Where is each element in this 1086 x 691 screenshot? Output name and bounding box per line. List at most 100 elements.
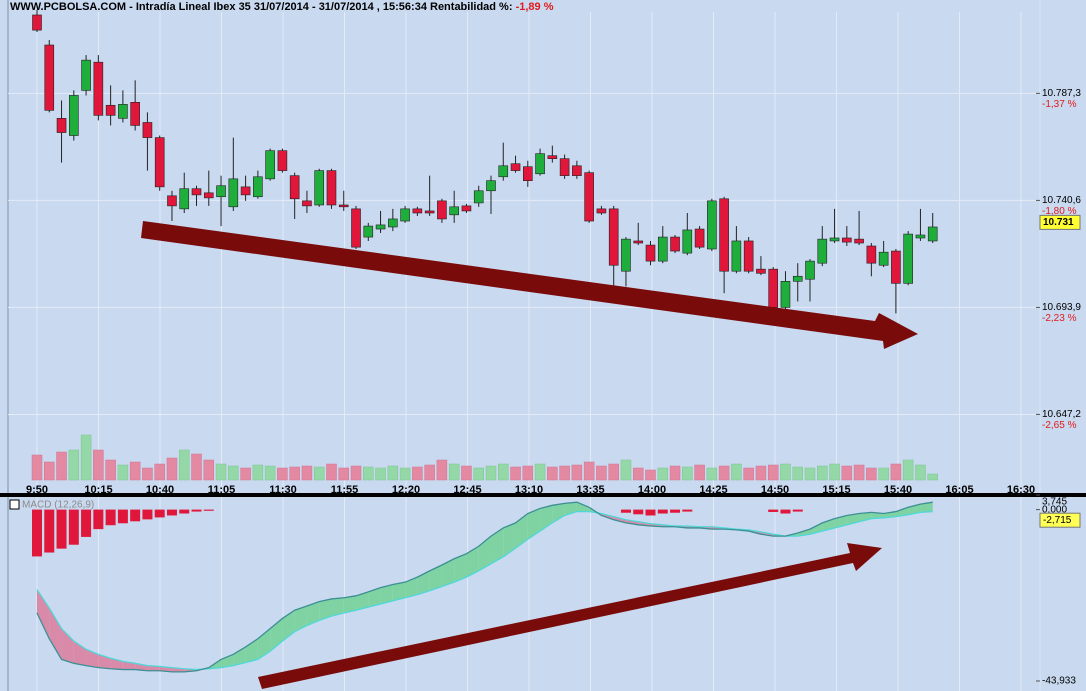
x-tick-label: 14:50	[761, 484, 789, 496]
volume-bar	[191, 453, 202, 481]
volume-bar	[461, 465, 472, 481]
macd-histogram-bar	[179, 509, 190, 514]
candle-body	[486, 180, 496, 192]
x-tick-label: 14:00	[638, 484, 666, 496]
header-title: WWW.PCBOLSA.COM - Intradía Lineal Ibex 3…	[10, 1, 513, 13]
candle-body	[522, 166, 533, 181]
candle-body	[891, 250, 901, 284]
volume-bar	[817, 465, 828, 481]
candle-body	[829, 237, 840, 242]
macd-band	[61, 628, 74, 664]
candle-body	[535, 153, 545, 175]
volume-bar	[228, 465, 239, 481]
macd-band	[319, 598, 332, 621]
candle-body	[388, 218, 398, 228]
trend-arrow-up	[258, 543, 882, 689]
macd-line	[36, 501, 933, 673]
macd-histogram-bar	[81, 509, 92, 537]
macd-band	[552, 503, 565, 523]
axes: 9:50 10:15 10:40 11:05 11:30 11:55 12:20 12:45 1…	[26, 88, 1081, 687]
macd-histogram-bar	[166, 509, 177, 516]
candle-body	[314, 170, 325, 206]
macd-band	[368, 587, 381, 608]
candle-body	[657, 236, 668, 262]
volume-bar	[80, 434, 92, 481]
volume-bar	[632, 467, 644, 481]
x-tick-label: 12:45	[453, 484, 481, 496]
macd-band	[613, 516, 626, 523]
macd-close-icon[interactable]	[9, 499, 20, 510]
candle-body	[510, 163, 521, 171]
x-tick-label: 13:10	[515, 484, 543, 496]
volume-bar	[387, 465, 399, 481]
candle-body	[449, 206, 459, 216]
macd-band	[527, 508, 541, 540]
macd-band	[576, 502, 590, 512]
y-tick-pct-label: -1,37 %	[1042, 99, 1077, 110]
candle-body	[805, 260, 815, 280]
x-tick-label: 15:15	[822, 484, 850, 496]
candle-body	[670, 236, 680, 252]
x-tick-label: 10:40	[146, 484, 174, 496]
macd-band	[37, 589, 50, 639]
candle-body	[707, 200, 717, 250]
candle-body	[351, 208, 361, 248]
volume-bar	[547, 466, 558, 481]
candle-body	[645, 244, 656, 262]
macd-band	[392, 582, 406, 601]
macd-band	[441, 558, 455, 587]
header-return: -1,89 %	[516, 1, 554, 13]
candle-body	[167, 195, 177, 207]
candle-body	[240, 186, 251, 196]
candle-body	[817, 238, 828, 264]
x-tick-label: 11:05	[208, 484, 236, 496]
volume-bar	[792, 466, 803, 481]
macd-band	[147, 665, 160, 671]
candle-body	[866, 245, 877, 264]
macd-histogram-bar	[44, 509, 55, 553]
macd-histogram-bar	[117, 509, 128, 524]
macd-band	[478, 536, 491, 571]
candle-body	[915, 234, 926, 239]
volume-bar	[657, 467, 669, 481]
volume-bar	[301, 465, 313, 481]
macd-histogram-bar	[142, 509, 153, 520]
y-tick-label: 10.787,3	[1042, 88, 1081, 99]
volume-bar	[363, 466, 374, 481]
macd-band	[294, 605, 307, 632]
candle-body	[731, 240, 742, 272]
candle-body	[547, 155, 558, 159]
macd-band	[834, 515, 847, 528]
y-tick-label: 10.647,2	[1042, 409, 1081, 420]
volume-bar	[154, 463, 165, 481]
candle-body	[130, 101, 140, 126]
macd-band	[429, 565, 442, 591]
volume-bar	[252, 464, 264, 481]
volume-bar	[841, 465, 853, 481]
volume-bar	[522, 465, 534, 481]
macd-histogram-bar	[768, 509, 779, 512]
macd-band	[822, 518, 835, 532]
candle-body	[69, 95, 79, 136]
macd-band	[466, 546, 479, 578]
candle-body	[44, 44, 55, 111]
candle-body	[596, 208, 607, 214]
candle-body	[633, 240, 644, 244]
candle-body	[621, 238, 631, 272]
candle-body	[142, 122, 153, 138]
macd-histogram-bar	[56, 509, 67, 549]
volume-bar	[706, 467, 718, 481]
trend-arrow-down	[141, 221, 918, 349]
candle-body	[756, 268, 766, 274]
macd-histogram-bar	[93, 509, 104, 530]
candle-body	[437, 200, 447, 220]
volume-bar	[93, 449, 104, 481]
candle-body	[265, 150, 275, 180]
candle-body	[559, 158, 570, 176]
volume-bar	[326, 463, 337, 481]
volume-bar	[510, 466, 521, 481]
candle-body	[903, 233, 913, 284]
macd-panel	[32, 501, 933, 673]
macd-histogram-bar	[32, 509, 42, 557]
